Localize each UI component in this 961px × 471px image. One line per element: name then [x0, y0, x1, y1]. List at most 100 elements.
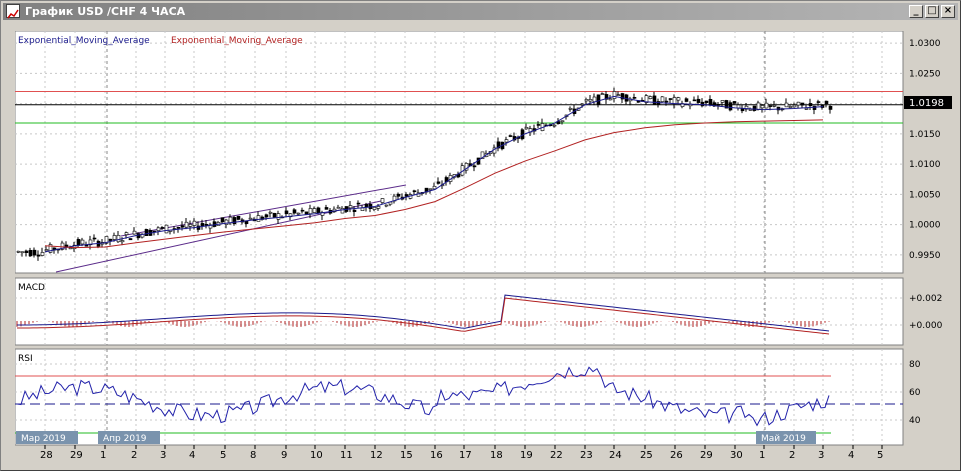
candle-body: [156, 227, 161, 231]
price-tick-label: 1.0250: [909, 69, 941, 79]
candle-body: [464, 163, 469, 171]
month-label-mar: Мар 2019: [21, 434, 66, 444]
ema-label-2: Exponential_Moving_Average: [171, 36, 303, 46]
rsi-pane[interactable]: [15, 348, 904, 446]
date-tick-label: 9: [281, 450, 287, 461]
candle-body: [336, 206, 341, 209]
date-tick-label: 11: [340, 450, 353, 461]
macd-histogram: [16, 321, 830, 327]
price-axis: 1.03001.02501.02001.01501.01001.00501.00…: [909, 39, 941, 261]
month-badge-apr: [98, 431, 160, 444]
date-tick-label: 18: [490, 450, 503, 461]
close-button[interactable]: ×: [941, 5, 955, 18]
candle-body: [604, 94, 609, 100]
candle-body: [16, 250, 21, 253]
date-tick-label: 15: [400, 450, 413, 461]
date-tick-label: 30: [730, 450, 743, 461]
candle-body: [116, 234, 121, 243]
candle-body: [192, 220, 197, 226]
candle-body: [124, 232, 129, 235]
candle-body: [316, 207, 321, 214]
month-badge-may: [756, 431, 816, 444]
candle-body: [648, 96, 653, 99]
candle-body: [348, 205, 353, 209]
candle-body: [188, 224, 193, 227]
candle-body: [756, 102, 761, 110]
candle-body: [644, 95, 649, 103]
candle-body: [48, 244, 53, 253]
candle-body: [684, 98, 689, 102]
candle-body: [132, 230, 137, 235]
candle-body: [300, 209, 305, 212]
candle-body: [236, 216, 241, 220]
channel-lower-line: [55, 200, 382, 273]
date-tick-label: 1: [759, 450, 765, 461]
candle-body: [404, 194, 409, 197]
rsi-label: RSI: [18, 354, 33, 364]
candle-body: [428, 188, 433, 191]
date-tick-label: 29: [70, 450, 83, 461]
date-tick-label: 5: [220, 450, 226, 461]
macd-tick-zero: +0.000: [909, 321, 943, 331]
current-price-label: 1.0198: [909, 98, 944, 109]
macd-pane[interactable]: [15, 277, 904, 346]
candle-body: [708, 98, 713, 105]
price-tick-label: 1.0050: [909, 190, 941, 200]
candle-body: [372, 207, 377, 210]
candle-body: [784, 102, 789, 108]
date-tick-label: 5: [877, 450, 883, 461]
candle-body: [596, 94, 601, 105]
candle-body: [788, 106, 793, 108]
macd-signal-line: [16, 297, 830, 335]
candle-body: [108, 238, 113, 241]
price-tick-label: 1.0150: [909, 130, 941, 140]
candle-body: [276, 213, 281, 220]
candle-body: [764, 102, 769, 109]
candle-body: [580, 103, 585, 106]
candle-body: [828, 105, 833, 110]
candlesticks: [16, 87, 833, 261]
chart-area[interactable]: Exponential_Moving_Average Exponential_M…: [15, 31, 959, 463]
month-label-may: Май 2019: [761, 434, 806, 444]
rsi-tick-60: 60: [909, 388, 921, 398]
candle-body: [556, 121, 561, 125]
date-tick-label: 1: [100, 450, 106, 461]
date-tick-label: 22: [550, 450, 563, 461]
maximize-button[interactable]: □: [925, 5, 939, 18]
candle-body: [68, 247, 73, 250]
candle-body: [672, 97, 677, 105]
candle-body: [608, 98, 613, 101]
candle-body: [312, 208, 317, 213]
candle-body: [28, 250, 33, 257]
price-pane[interactable]: [15, 31, 904, 274]
candle-body: [356, 202, 361, 205]
candle-body: [704, 100, 709, 103]
candle-body: [632, 97, 637, 99]
candle-body: [676, 97, 681, 101]
candle-body: [824, 100, 829, 105]
candle-body: [616, 94, 621, 97]
macd-tick-upper: +0.002: [909, 294, 942, 304]
candle-body: [588, 99, 593, 102]
candle-body: [288, 213, 293, 218]
candle-body: [220, 217, 225, 223]
candle-body: [812, 105, 817, 110]
minimize-button[interactable]: _: [909, 5, 923, 18]
candle-body: [304, 211, 309, 215]
candle-body: [384, 204, 389, 207]
candle-body: [560, 120, 565, 123]
price-tick-label: 1.0000: [909, 221, 941, 231]
candle-body: [772, 105, 777, 107]
title-bar[interactable]: График USD /CHF 4 ЧАСА _ □ ×: [3, 3, 958, 20]
candle-body: [568, 107, 573, 110]
date-tick-label: 29: [700, 450, 713, 461]
candle-body: [584, 99, 589, 102]
candle-body: [480, 151, 485, 160]
candle-body: [600, 93, 605, 95]
candle-body: [204, 223, 209, 226]
date-tick-label: 23: [580, 450, 593, 461]
candle-body: [88, 239, 93, 246]
candle-body: [364, 204, 369, 208]
candle-body: [660, 96, 665, 102]
